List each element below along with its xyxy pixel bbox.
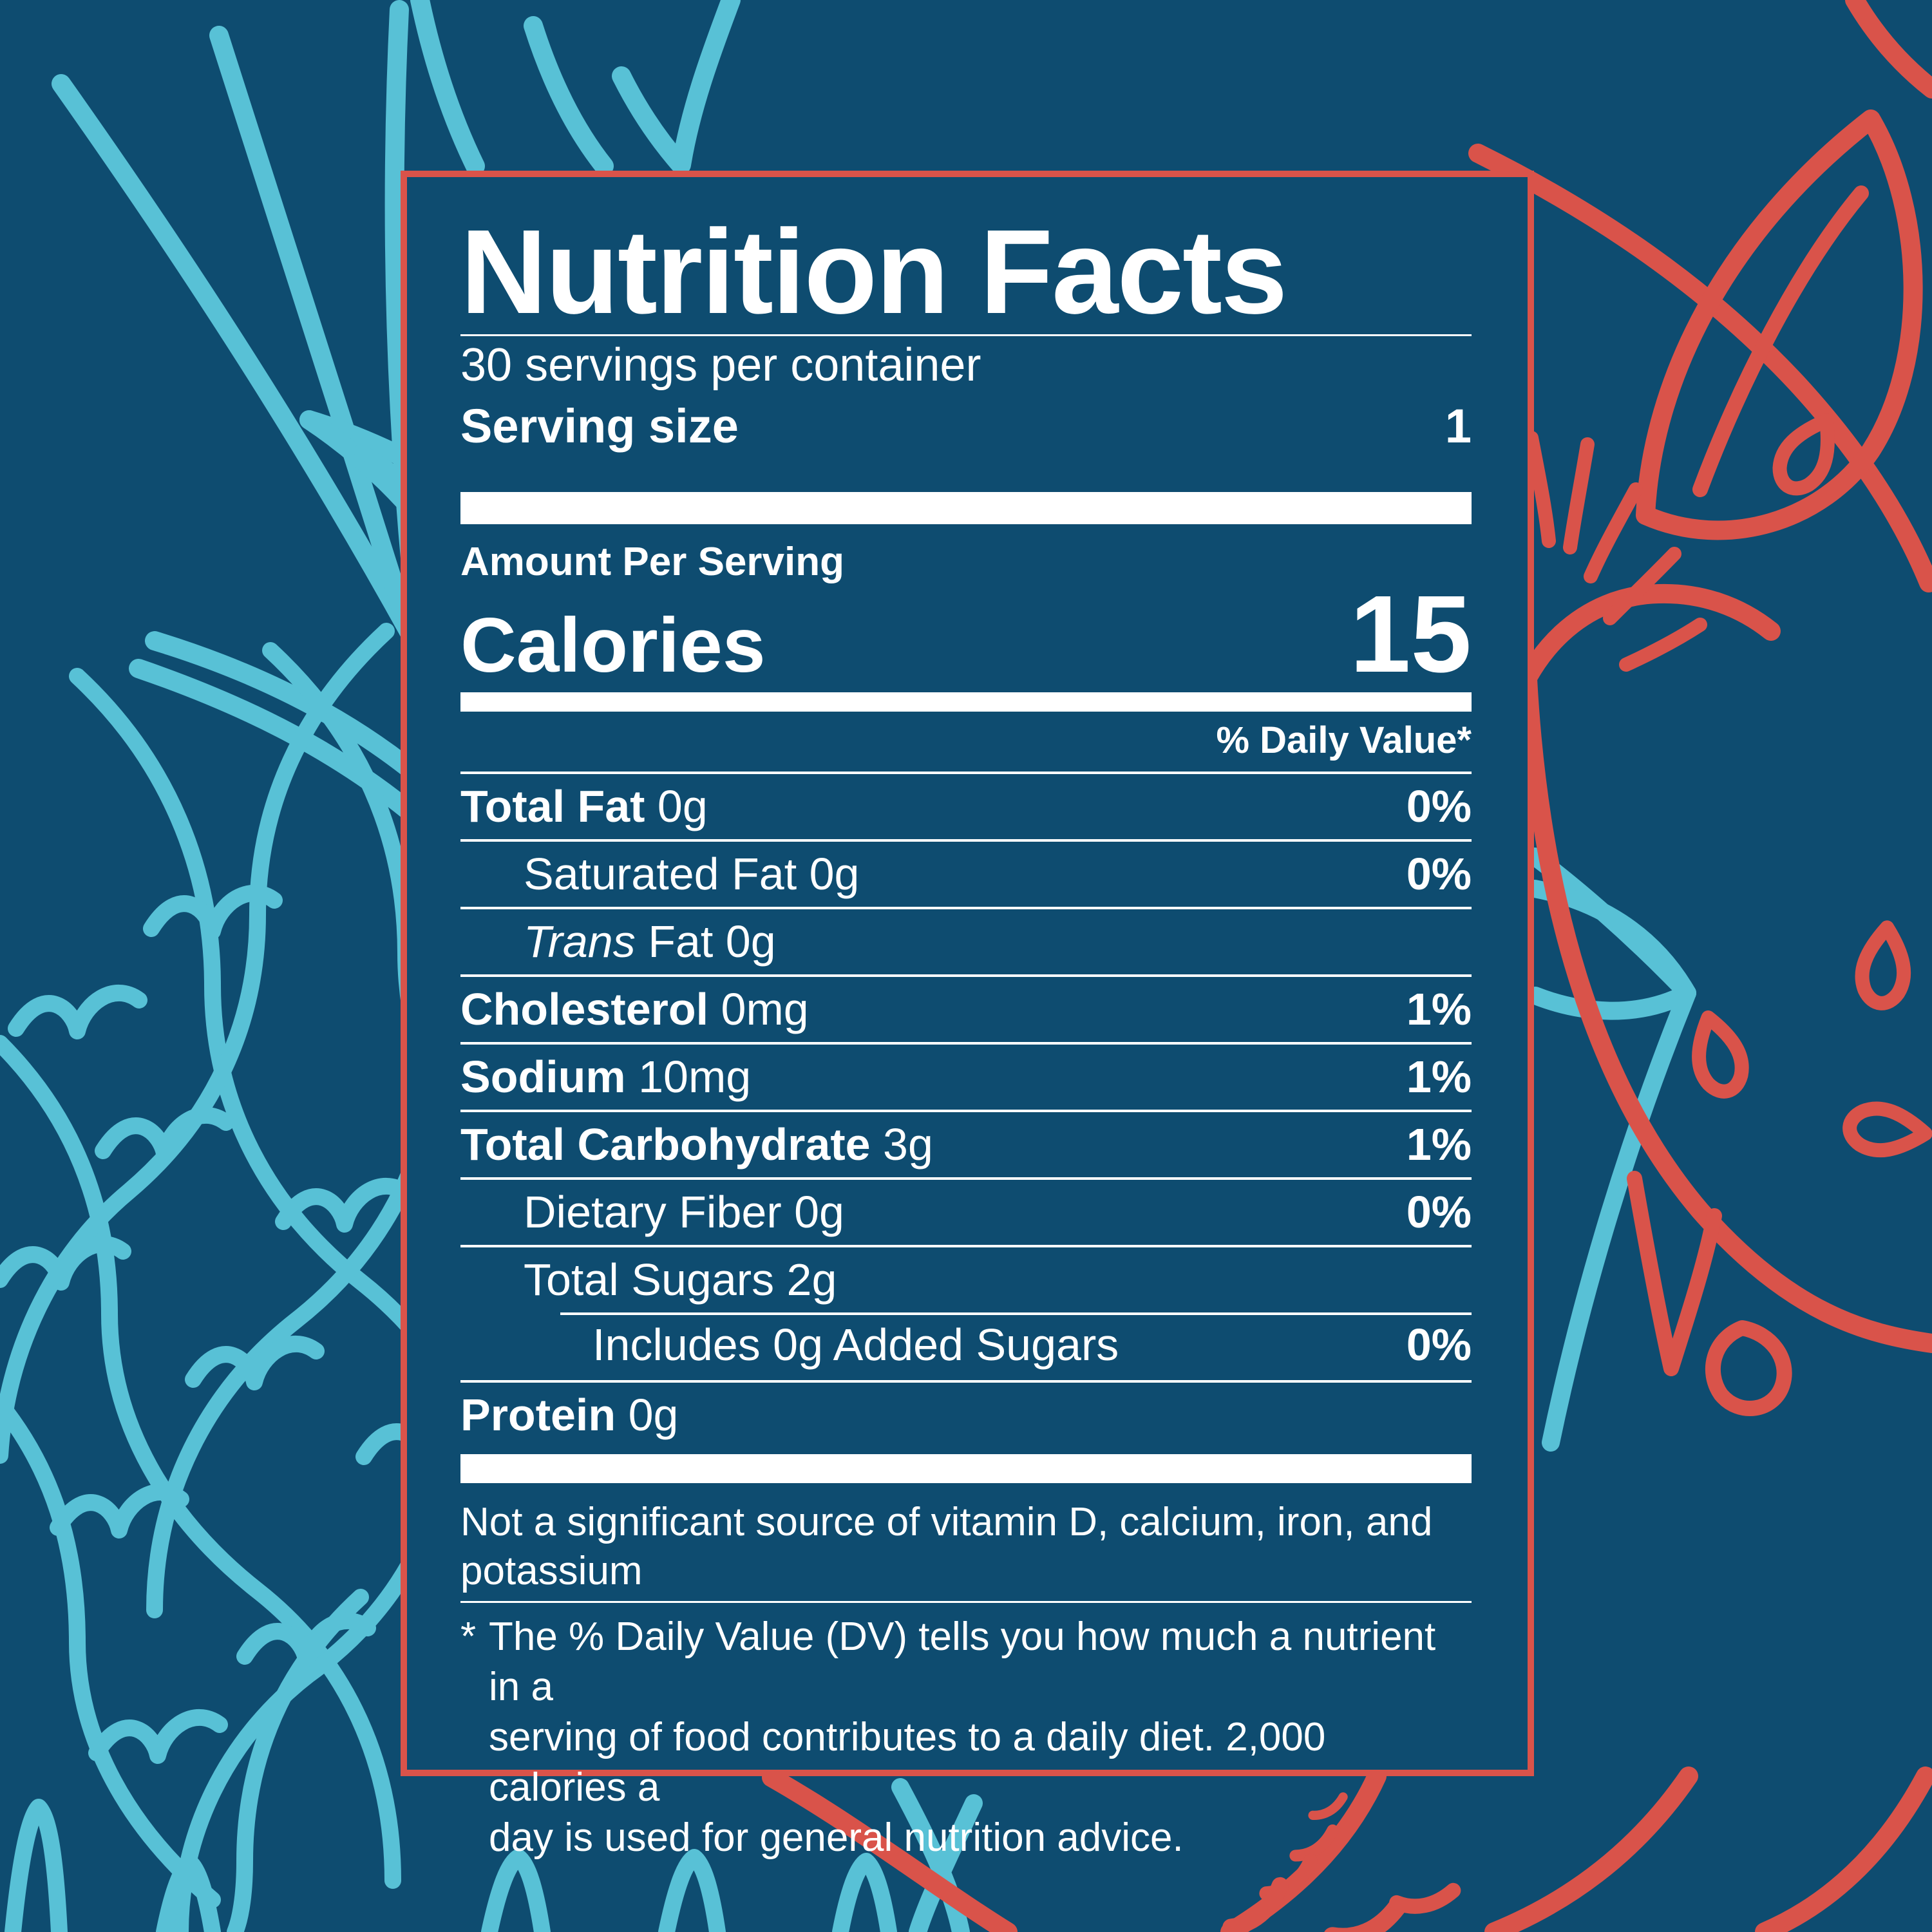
servings-per-container: 30 servings per container [460,339,981,391]
serving-size-label: Serving size [460,399,739,453]
nutrient-row-sodium: Sodium 10mg 1% [460,1042,1472,1110]
nutrition-facts-label: Nutrition Facts 30 servings per containe… [401,171,1534,1860]
footnote-text: The % Daily Value (DV) tells you how muc… [489,1615,1436,1860]
calories-value: 15 [1349,573,1472,696]
calories-label: Calories [460,602,766,688]
thick-divider-bar [460,692,1472,712]
nutrient-row-dietary-fiber: Dietary Fiber 0g 0% [460,1177,1472,1245]
hairline-divider [460,334,1472,336]
nutrient-row-cholesterol: Cholesterol 0mg 1% [460,974,1472,1042]
thick-divider-bar [460,1454,1472,1483]
nutrient-row-protein: Protein 0g [460,1380,1472,1448]
serving-size-row: Serving size 1 [460,394,1472,459]
nutrient-row-total-fat: Total Fat 0g 0% [460,772,1472,839]
serving-size-value: 1 [1444,399,1472,453]
nutrient-row-saturated-fat: Saturated Fat 0g 0% [460,839,1472,907]
footnote-asterisk: * [460,1615,477,1659]
nutrient-row-trans-fat: Trans Fat 0g [460,907,1472,974]
nutrient-row-added-sugars: Includes 0g Added Sugars 0% [460,1312,1472,1380]
nutrient-row-total-carbohydrate: Total Carbohydrate 3g 1% [460,1110,1472,1177]
thick-divider-bar [460,492,1472,524]
daily-value-footnote: * The % Daily Value (DV) tells you how m… [460,1612,1472,1863]
nutrient-row-total-sugars: Total Sugars 2g [460,1245,1472,1312]
not-significant-note: Not a significant source of vitamin D, c… [460,1500,1433,1593]
hairline-divider [460,1601,1472,1603]
label-title: Nutrition Facts [460,205,1287,339]
pineapple-bottom-spikes [5,1799,897,1932]
sparkle-rays [1524,431,1707,672]
strawberry-bottom [762,1766,1932,1932]
strawberry-illustration [762,0,1932,1932]
nutrient-rows: Total Fat 0g 0% Saturated Fat 0g 0% Tran… [460,772,1472,1448]
calories-row: Calories 15 [460,580,1472,689]
amount-per-serving: Amount Per Serving [460,540,844,584]
daily-value-header: % Daily Value* [1216,719,1472,761]
